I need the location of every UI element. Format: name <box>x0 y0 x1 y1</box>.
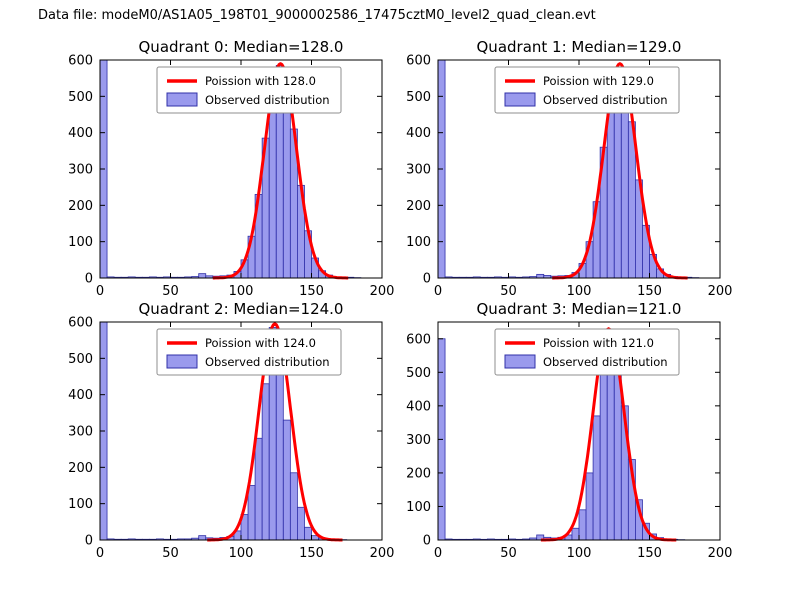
x-tick-label: 100 <box>229 284 254 299</box>
histogram-bar <box>599 361 608 541</box>
legend-patch-sample <box>166 92 198 107</box>
x-tick-label: 200 <box>708 284 733 299</box>
y-tick-label: 0 <box>85 534 93 549</box>
y-tick-label: 600 <box>68 316 93 331</box>
y-tick-label: 200 <box>68 461 93 476</box>
axes-quadrant-3: 0 50 100 150 200 0 100 200 300 400 500 600 Poission … <box>406 321 733 561</box>
y-tick-label: 0 <box>85 272 93 287</box>
y-tick-label: 100 <box>68 497 93 512</box>
poisson-curve <box>207 322 343 542</box>
y-tick-label: 200 <box>68 199 93 214</box>
histogram-bar <box>275 350 284 541</box>
y-tick-label: 600 <box>406 54 431 69</box>
x-tick-label: 200 <box>708 546 733 561</box>
subplot-quadrant-1: Quadrant 1: Median=129.0 0 50 100 150 200 0 10… <box>376 38 738 300</box>
histogram-bar <box>585 472 594 541</box>
x-tick-label: 50 <box>500 546 517 561</box>
x-tick-label: 150 <box>299 546 324 561</box>
legend-patch-sample <box>166 354 198 369</box>
legend-box <box>156 66 342 114</box>
legend-label-observed: Observed distribution <box>543 355 668 369</box>
y-tick-label: 100 <box>406 235 431 250</box>
legend-label-poisson: Poission with 128.0 <box>205 74 316 88</box>
y-tick-label: 500 <box>68 352 93 367</box>
x-tick-label: 0 <box>96 546 104 561</box>
subplot-quadrant-2: Quadrant 2: Median=124.0 0 50 100 150 200 0 10… <box>38 300 400 562</box>
subplot-quadrant-3: Quadrant 3: Median=121.0 0 50 100 150 200 0 10… <box>376 300 738 562</box>
legend-label-observed: Observed distribution <box>543 93 668 107</box>
x-tick-label: 0 <box>434 546 442 561</box>
histogram-bar <box>592 415 601 541</box>
legend-patch-sample <box>504 354 536 369</box>
y-tick-label: 0 <box>423 534 431 549</box>
x-tick-label: 150 <box>299 284 324 299</box>
y-tick-label: 600 <box>406 332 431 347</box>
axes-quadrant-2: 0 50 100 150 200 0 100 200 300 400 500 600 Poission … <box>68 316 395 562</box>
axes-quadrant-1: 0 50 100 150 200 0 100 200 300 400 500 600 Poission … <box>406 54 733 300</box>
legend-label-poisson: Poission with 121.0 <box>543 336 654 350</box>
y-tick-label: 400 <box>68 388 93 403</box>
histogram-bar <box>198 535 207 541</box>
histogram-bar <box>289 472 298 541</box>
histogram-bar <box>571 527 580 541</box>
histogram-bar <box>578 509 587 541</box>
legend-label-poisson: Poission with 129.0 <box>543 74 654 88</box>
subplot-title-quadrant-2: Quadrant 2: Median=124.0 <box>138 300 344 318</box>
y-tick-label: 400 <box>406 126 431 141</box>
y-tick-label: 300 <box>406 433 431 448</box>
x-tick-label: 100 <box>229 546 254 561</box>
histogram-bar <box>261 383 270 541</box>
histogram-bar <box>247 485 256 541</box>
x-tick-label: 100 <box>567 284 592 299</box>
subplot-title-quadrant-1: Quadrant 1: Median=129.0 <box>476 38 682 56</box>
legend-label-poisson: Poission with 124.0 <box>205 336 316 350</box>
y-tick-label: 500 <box>406 366 431 381</box>
legend-label-observed: Observed distribution <box>205 355 330 369</box>
y-tick-label: 500 <box>406 90 431 105</box>
x-tick-label: 200 <box>370 546 395 561</box>
histogram-bar <box>254 437 263 541</box>
poisson-curve <box>552 62 688 280</box>
x-tick-label: 150 <box>637 546 662 561</box>
subplot-title-quadrant-3: Quadrant 3: Median=121.0 <box>476 300 682 318</box>
x-tick-label: 0 <box>96 284 104 299</box>
histogram-bar <box>282 419 291 541</box>
legend-patch-sample <box>504 92 536 107</box>
y-tick-label: 200 <box>406 199 431 214</box>
y-tick-label: 300 <box>406 163 431 178</box>
legend-box <box>494 66 680 114</box>
histogram-bar <box>268 88 277 279</box>
x-tick-label: 0 <box>434 284 442 299</box>
subplot-quadrant-0: Quadrant 0: Median=128.0 0 50 100 150 200 0 10… <box>38 38 400 300</box>
legend-label-observed: Observed distribution <box>205 93 330 107</box>
x-tick-label: 50 <box>162 546 179 561</box>
y-tick-label: 600 <box>68 54 93 69</box>
legend-box <box>156 328 342 376</box>
legend-box <box>494 328 680 376</box>
histogram-bar <box>296 506 305 541</box>
figure-title: Data file: modeM0/AS1A05_198T01_90000025… <box>38 8 596 23</box>
histogram-bar <box>198 273 207 279</box>
y-tick-label: 300 <box>68 163 93 178</box>
x-tick-label: 200 <box>370 284 395 299</box>
y-tick-label: 100 <box>406 500 431 515</box>
y-tick-label: 500 <box>68 90 93 105</box>
y-tick-label: 100 <box>68 235 93 250</box>
histogram-bar <box>536 273 545 279</box>
x-tick-label: 50 <box>162 284 179 299</box>
x-tick-label: 150 <box>637 284 662 299</box>
subplot-title-quadrant-0: Quadrant 0: Median=128.0 <box>138 38 344 56</box>
y-tick-label: 400 <box>68 126 93 141</box>
y-tick-label: 400 <box>406 399 431 414</box>
poisson-curve <box>212 62 349 280</box>
axes-quadrant-0: 0 50 100 150 200 0 100 200 300 400 500 600 Poission … <box>68 54 395 300</box>
x-tick-label: 100 <box>567 546 592 561</box>
y-tick-label: 0 <box>423 272 431 287</box>
y-tick-label: 200 <box>406 466 431 481</box>
histogram-bar <box>304 526 312 541</box>
y-tick-label: 300 <box>68 425 93 440</box>
x-tick-label: 50 <box>500 284 517 299</box>
